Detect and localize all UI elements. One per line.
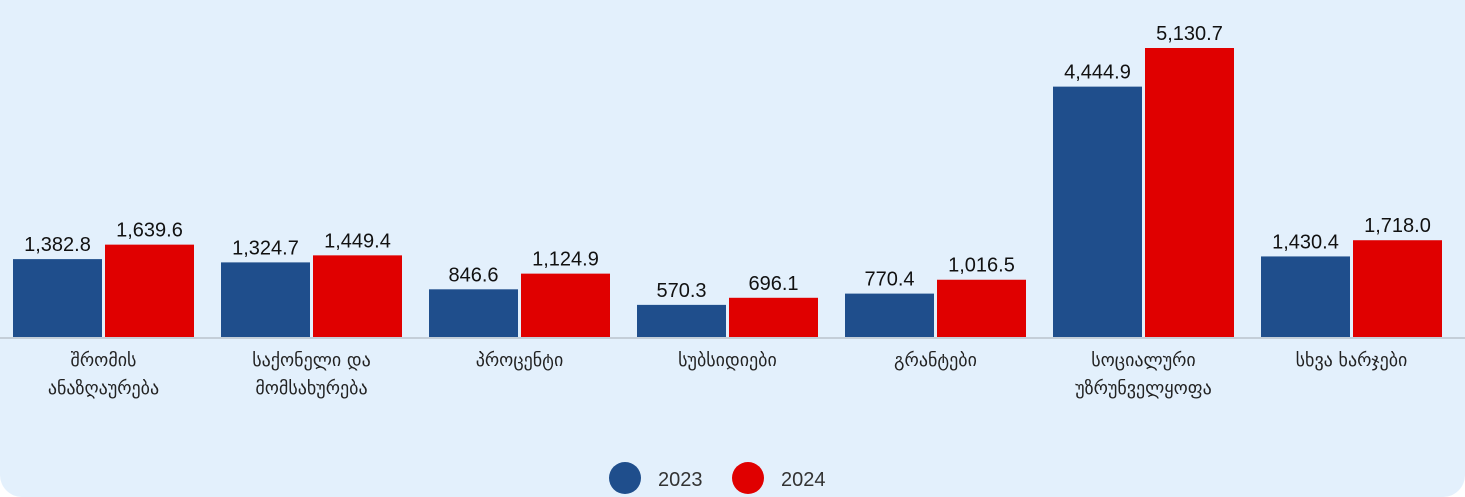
legend-label: 2024	[781, 469, 826, 491]
data-label: 1,124.9	[532, 249, 599, 271]
x-tick-label: ანაზღაურება	[48, 378, 159, 399]
x-tick-label: პროცენტი	[476, 350, 564, 371]
bar	[105, 244, 194, 337]
data-label: 770.4	[864, 269, 914, 291]
data-label: 1,639.6	[116, 220, 183, 242]
x-tick-label: გრანტები	[894, 350, 977, 371]
x-tick-label: სოციალური	[1091, 350, 1196, 371]
legend-swatch	[732, 462, 764, 494]
data-label: 1,324.7	[232, 237, 299, 259]
bar	[845, 293, 934, 337]
legend-swatch	[609, 462, 641, 494]
bar	[521, 273, 610, 337]
bar	[937, 279, 1026, 337]
data-label: 846.6	[448, 264, 498, 286]
data-label: 1,718.0	[1364, 215, 1431, 237]
bar	[729, 297, 818, 337]
legend-label: 2023	[658, 469, 703, 491]
x-tick-label: შრომის	[71, 350, 137, 371]
bar	[313, 255, 402, 337]
data-label: 1,382.8	[24, 234, 91, 256]
bar	[1353, 240, 1442, 337]
data-label: 1,449.4	[324, 230, 391, 252]
x-tick-label: მომსახურება	[255, 378, 367, 399]
bar	[13, 259, 102, 337]
data-label: 1,016.5	[948, 255, 1015, 277]
x-tick-label: საქონელი და	[252, 350, 371, 371]
data-label: 696.1	[748, 273, 798, 295]
data-label: 5,130.7	[1156, 23, 1223, 45]
x-tick-label: უზრუნველყოფა	[1075, 378, 1212, 399]
data-label: 1,430.4	[1272, 231, 1339, 253]
data-label: 570.3	[656, 280, 706, 302]
x-tick-label: სხვა ხარჯები	[1296, 350, 1408, 371]
bar	[429, 289, 518, 337]
bar	[1145, 48, 1234, 337]
bar	[1261, 256, 1350, 337]
bar	[1053, 86, 1142, 338]
x-tick-label: სუბსიდიები	[678, 350, 777, 371]
data-label: 4,444.9	[1064, 62, 1131, 84]
bar	[637, 304, 726, 337]
bar	[221, 262, 310, 337]
